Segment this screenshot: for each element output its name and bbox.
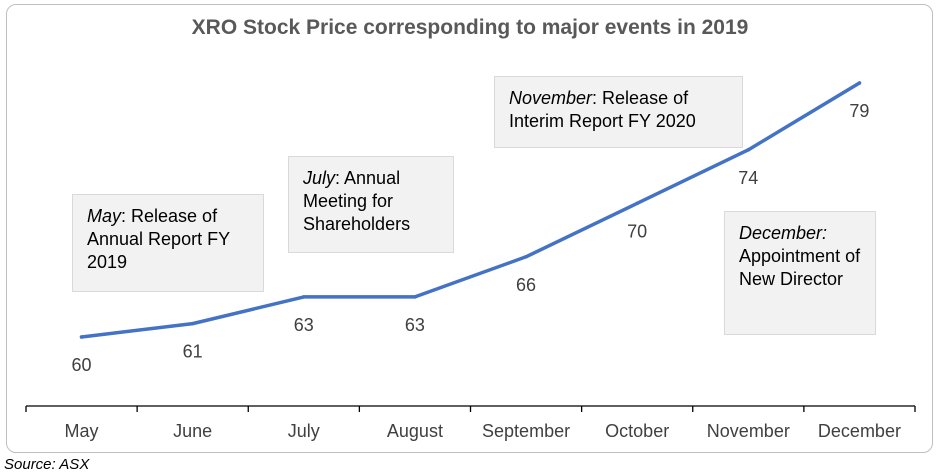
source-note: Source: ASX xyxy=(4,456,90,473)
annotation-may-month: May xyxy=(87,206,122,226)
annotation-december-text: Appointment of New Director xyxy=(739,246,861,289)
annotation-may: May: Release of Annual Report FY 2019 xyxy=(72,194,264,292)
data-point xyxy=(746,148,751,152)
chart-title: XRO Stock Price corresponding to major e… xyxy=(191,16,749,39)
data-point xyxy=(190,321,195,326)
data-point xyxy=(302,295,306,299)
data-label: 61 xyxy=(183,342,203,362)
x-tick-label: May xyxy=(65,421,99,441)
data-label: 60 xyxy=(72,355,92,375)
annotation-july-text: : Annual Meeting for Shareholders xyxy=(303,168,411,234)
data-point xyxy=(635,201,639,206)
x-tick-label: June xyxy=(173,421,212,441)
x-tick-label: November xyxy=(707,421,790,441)
series-layer xyxy=(79,81,862,339)
x-tick-label: August xyxy=(387,421,443,441)
x-tick-label: December xyxy=(818,421,901,441)
data-point xyxy=(857,81,862,85)
x-axis: May June July August September October Novembe… xyxy=(25,405,916,441)
annotation-july: July: Annual Meeting for Shareholders xyxy=(288,156,454,253)
data-label-layer: 60 61 63 63 66 70 74 79 xyxy=(72,101,870,375)
annotation-november-month: November xyxy=(509,88,593,108)
annotation-november-text: : Release of Interim Report FY 2020 xyxy=(509,88,696,131)
x-tick-label: September xyxy=(482,421,570,441)
data-label: 63 xyxy=(405,315,425,335)
data-label: 79 xyxy=(849,101,869,121)
data-point xyxy=(79,335,84,339)
series-line xyxy=(79,81,862,339)
x-tick-label: July xyxy=(288,421,320,441)
data-label: 70 xyxy=(627,221,647,241)
data-label: 63 xyxy=(294,315,314,335)
data-point xyxy=(524,254,528,259)
annotation-december: December: Appointment of New Director xyxy=(724,211,876,335)
data-label: 66 xyxy=(516,275,536,295)
annotation-july-month: July xyxy=(303,168,336,188)
annotation-november: November: Release of Interim Report FY 2… xyxy=(494,76,743,148)
annotation-may-text: : Release of Annual Report FY 2019 xyxy=(87,206,230,272)
annotation-december-month: December: xyxy=(739,223,828,243)
data-label: 74 xyxy=(738,168,758,188)
data-point xyxy=(413,295,417,299)
x-tick-label: October xyxy=(605,421,669,441)
